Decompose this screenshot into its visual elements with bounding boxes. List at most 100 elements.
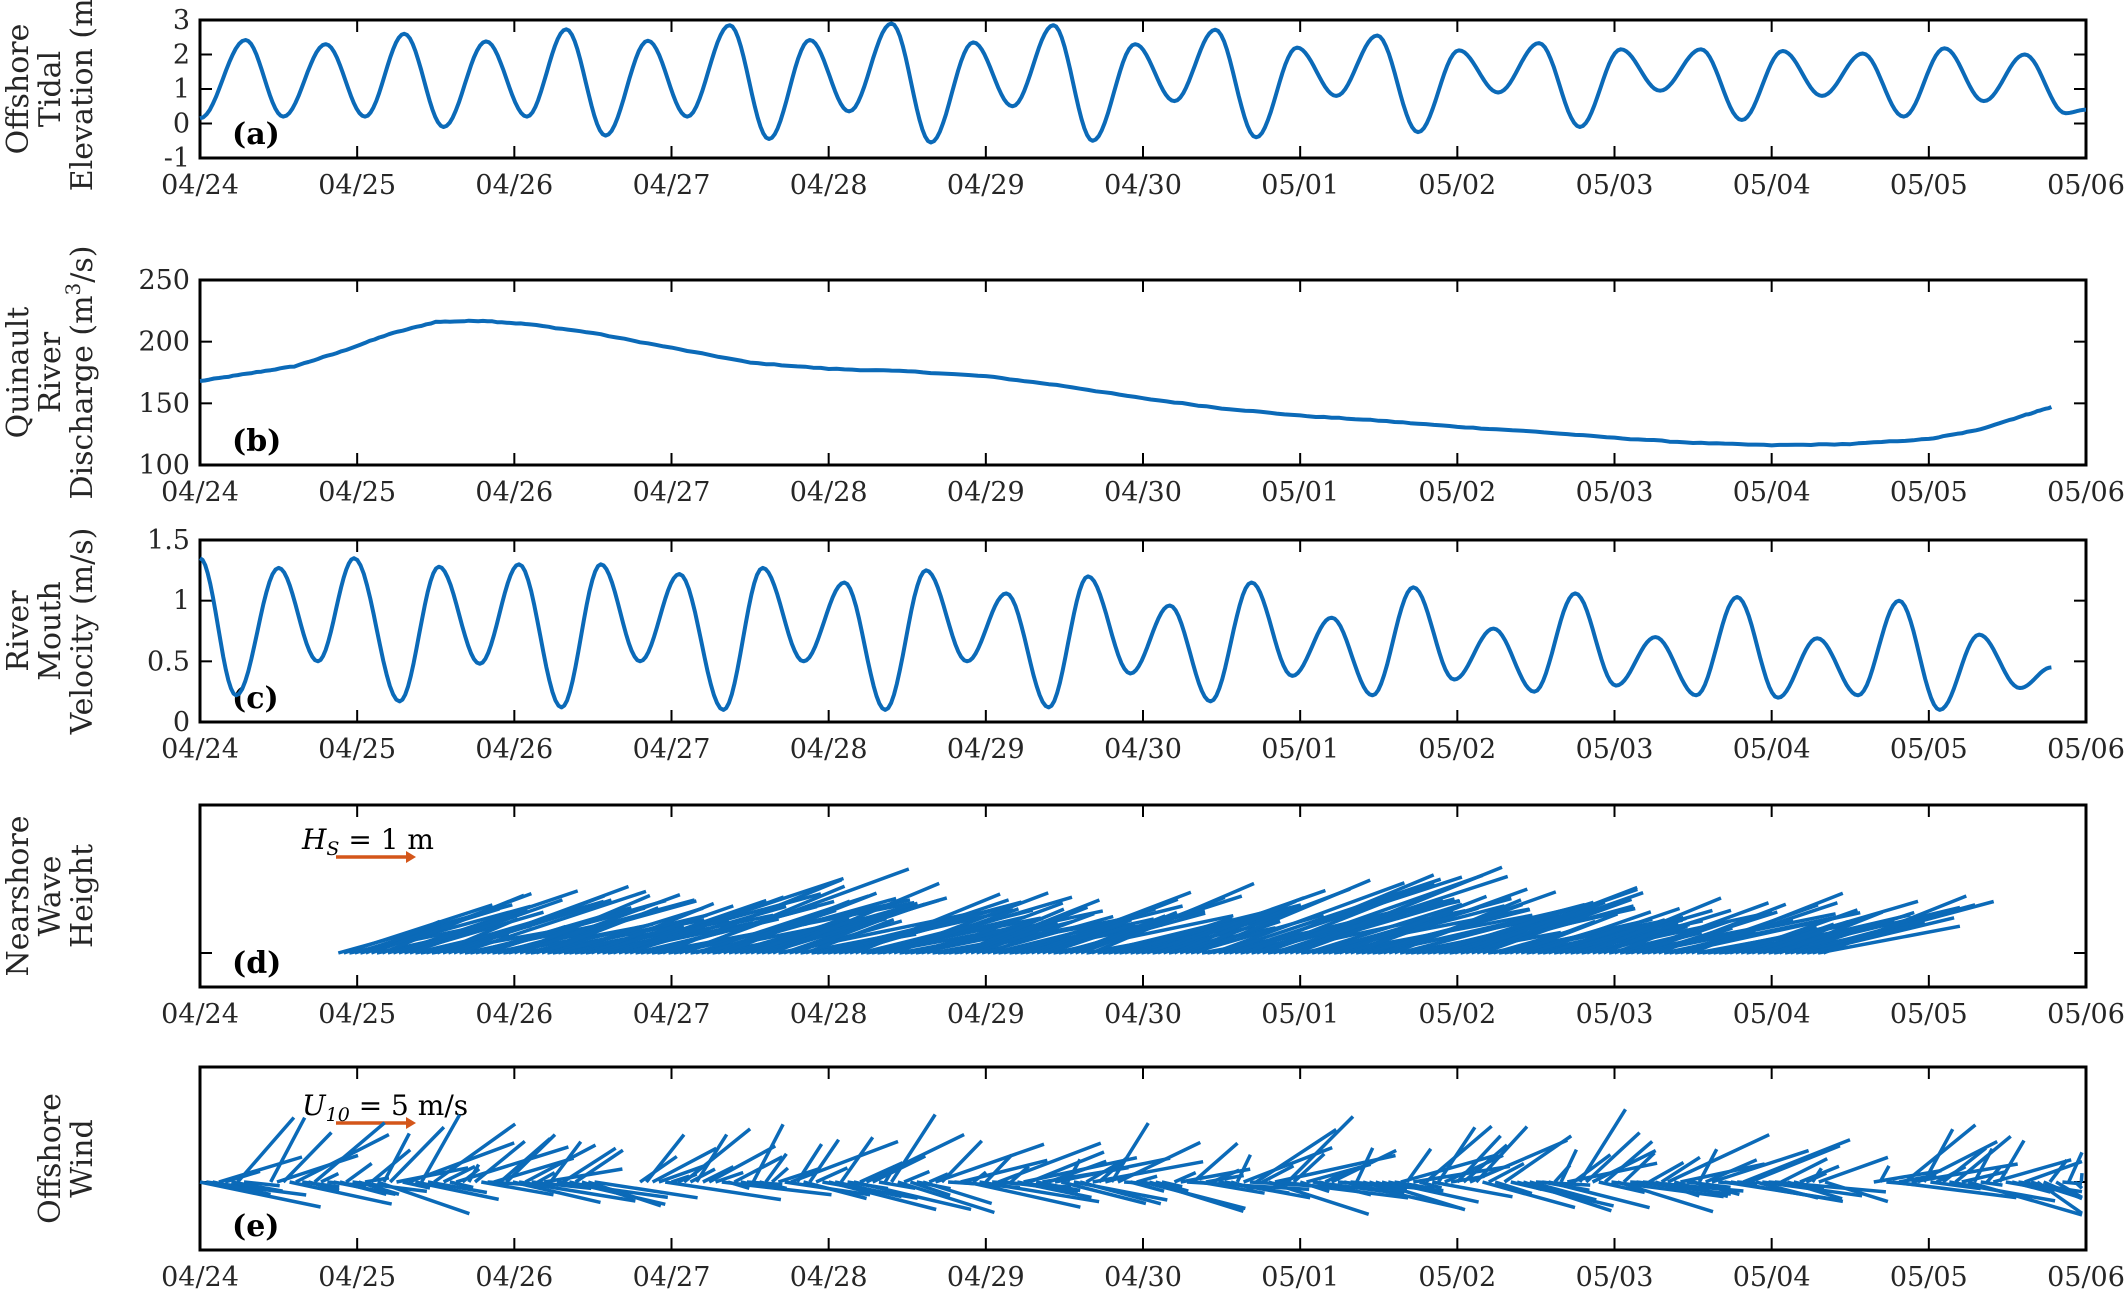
wind-vector [1482, 1180, 1576, 1210]
panel-e-xtick-label: 05/02 [1418, 1262, 1496, 1293]
panel-b-ylabel-line: Discharge (m3/s) [61, 246, 100, 500]
wind-vector [1405, 1147, 1433, 1184]
wave-vector [596, 904, 734, 955]
wave-vector [1338, 894, 1488, 955]
wave-vector [1173, 899, 1297, 955]
wind-vector [427, 1180, 488, 1195]
wind-vector [1503, 1134, 1573, 1184]
wind-vector [562, 1146, 617, 1184]
wind-vector [1529, 1180, 1597, 1202]
panel-b-xtick-label: 05/05 [1890, 477, 1968, 508]
wave-vector [513, 893, 651, 955]
panel-a-xtick-label: 05/04 [1733, 170, 1811, 201]
wind-vector [903, 1169, 931, 1184]
wind-vector [764, 1152, 788, 1184]
panel-c-ylabel-line: River [1, 590, 36, 672]
wave-vector [1041, 918, 1133, 955]
panel-d-xtick-label: 04/29 [947, 999, 1025, 1030]
wind-vector [664, 1180, 782, 1202]
wind-vector [1009, 1164, 1030, 1184]
wind-vector [1487, 1162, 1525, 1184]
wind-vector [777, 1167, 820, 1184]
wind-vector [402, 1180, 431, 1190]
panel-b-series-line [199, 318, 2053, 448]
wind-vector [1603, 1140, 1654, 1184]
panel-d-xtick-label: 05/04 [1733, 999, 1811, 1030]
wind-vector [594, 1180, 698, 1200]
wind-vector [979, 1180, 1100, 1204]
panel-d-ylabel-line: Height [65, 844, 100, 948]
panel-c-ytick-label: 1.5 [147, 525, 190, 556]
wind-vector [231, 1180, 283, 1193]
wind-vector [282, 1131, 333, 1184]
panel-a-xtick-label: 04/26 [475, 170, 553, 201]
panel-b-river-discharge: 04/24 04/25 04/26 04/27 04/28 04/29 04/30 05/01… [1, 246, 2125, 509]
wind-vector [795, 1143, 824, 1183]
wind-vector [1292, 1152, 1326, 1184]
wind-vector [1097, 1157, 1128, 1184]
wave-vector [1690, 891, 1844, 955]
wind-vector [1742, 1138, 1851, 1184]
panel-c-ylabel-line: Mouth [33, 581, 68, 680]
wave-vector [1091, 881, 1255, 955]
panel-e-reference-arrowhead [406, 1117, 416, 1129]
wave-vector [959, 907, 1065, 955]
wind-vector [1192, 1141, 1239, 1184]
wind-vector [658, 1164, 705, 1184]
panel-d-xtick-label: 04/26 [475, 999, 553, 1030]
panel-b-ylabel-line: River [33, 331, 68, 413]
wind-vector [1824, 1180, 1889, 1204]
wind-vector [1324, 1168, 1350, 1184]
panel-e-xtick-label: 04/24 [161, 1262, 239, 1293]
wave-vector [1613, 920, 1693, 955]
panel-b-ytick-label: 250 [138, 265, 190, 296]
wind-vector [1161, 1180, 1183, 1189]
wind-vector [1199, 1180, 1265, 1195]
panel-a-xtick-label: 04/24 [161, 170, 239, 201]
wind-vector [505, 1133, 557, 1184]
wind-vector [770, 1166, 790, 1184]
wind-vector [313, 1121, 386, 1184]
wind-vector [1667, 1133, 1770, 1184]
wind-vector [1173, 1170, 1197, 1184]
wave-vector [453, 894, 606, 955]
panel-a-label: (a) [232, 117, 280, 152]
panel-c-series-line [198, 556, 2052, 712]
wind-vector [1117, 1140, 1202, 1184]
wind-vector [420, 1113, 462, 1183]
panel-a-ytick-label: 1 [173, 74, 190, 105]
wave-vector [1630, 901, 1770, 955]
wave-vector [887, 891, 1049, 955]
wind-vector [839, 1136, 875, 1184]
panel-d-xtick-label: 05/03 [1576, 999, 1654, 1030]
wind-vector [1029, 1150, 1105, 1184]
wind-vector [1736, 1180, 1758, 1186]
wave-vector [1801, 899, 1995, 955]
panel-c-xtick-label: 04/30 [1104, 734, 1182, 765]
wind-vector [1431, 1180, 1513, 1199]
wave-vector [1734, 908, 1858, 955]
wind-vector [727, 1180, 750, 1190]
wind-vector [307, 1180, 340, 1192]
wind-vector [1692, 1180, 1740, 1197]
wind-vector [2067, 1151, 2084, 1183]
wind-vector [890, 1113, 937, 1183]
panel-e-label: (e) [232, 1209, 279, 1244]
wind-vector [1211, 1168, 1240, 1184]
panel-a-xtick-label: 04/25 [318, 170, 396, 201]
wave-vector [1531, 910, 1652, 955]
wave-vector [365, 919, 441, 955]
panel-c-xtick-label: 04/24 [161, 734, 239, 765]
panel-e-xtick-label: 05/05 [1890, 1262, 1968, 1293]
panel-a-tidal-elevation: 04/24 04/25 04/26 04/27 04/28 04/29 04/30 05/01… [1, 0, 2125, 201]
panel-c-xtick-label: 04/29 [947, 734, 1025, 765]
wind-vector [1922, 1128, 1955, 1183]
wave-vector [1047, 922, 1136, 955]
wind-vector [518, 1180, 636, 1203]
wind-vector [1085, 1162, 1119, 1184]
panel-b-frame [198, 278, 2088, 467]
wind-vector [1811, 1167, 1823, 1183]
wind-vector [345, 1161, 373, 1184]
wind-vector [740, 1180, 769, 1190]
panel-e-xtick-label: 04/30 [1104, 1262, 1182, 1293]
